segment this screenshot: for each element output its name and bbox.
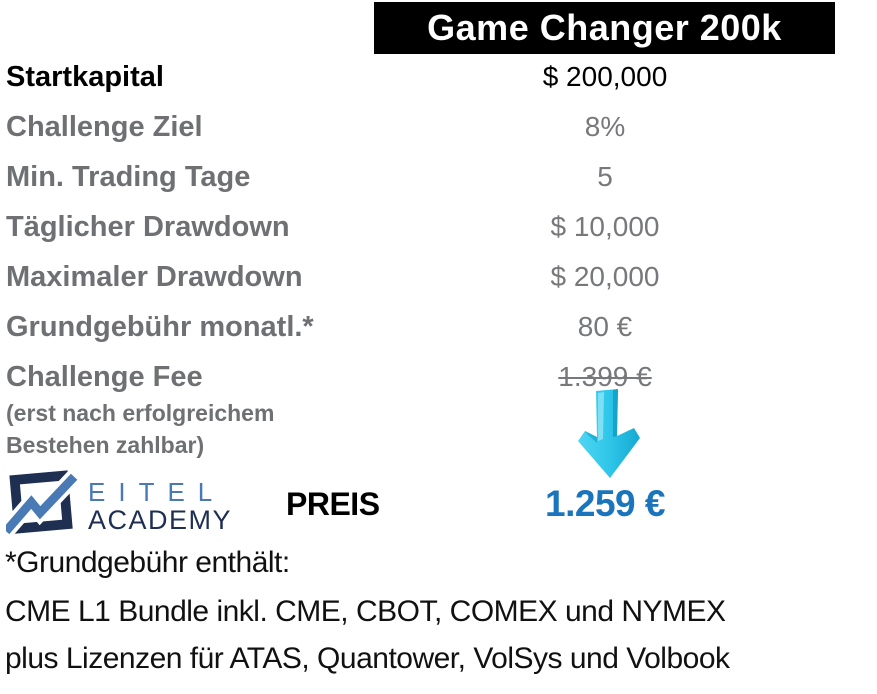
row-value-taeglicher-drawdown: $ 10,000 (550, 211, 660, 242)
logo-line-eitel: EITEL (88, 477, 226, 507)
eitel-academy-logo: EITEL ACADEMY (0, 468, 233, 545)
row-label-challenge-ziel: Challenge Ziel (6, 111, 203, 143)
row-label-maximaler-drawdown: Maximaler Drawdown (6, 261, 303, 293)
chart-line-square-icon (0, 468, 81, 545)
row-label-challenge-fee: Challenge Fee (6, 361, 203, 393)
price-drop-arrow-icon (572, 388, 644, 480)
row-label-startkapital: Startkapital (6, 61, 164, 93)
challenge-fee-note-line2: Bestehen zahlbar) (6, 432, 205, 458)
plan-title: Game Changer 200k (374, 2, 835, 54)
discounted-price: 1.259 € (545, 483, 665, 524)
footnote-licenses: plus Lizenzen für ATAS, Quantower, VolSy… (5, 642, 730, 675)
row-value-grundgebuehr: 80 € (577, 311, 633, 342)
footnote-bundle: CME L1 Bundle inkl. CME, CBOT, COMEX und… (5, 595, 726, 628)
row-value-maximaler-drawdown: $ 20,000 (550, 261, 660, 292)
row-label-min-trading-tage: Min. Trading Tage (6, 161, 251, 193)
old-price-strikethrough: 1.399 € (558, 361, 652, 392)
row-value-challenge-ziel: 8% (584, 111, 626, 142)
logo-line-academy: ACADEMY (88, 505, 233, 535)
footnote-title: *Grundgebühr enthält: (5, 546, 290, 579)
row-value-min-trading-tage: 5 (597, 161, 613, 192)
row-value-startkapital: $ 200,000 (542, 61, 668, 92)
logo-wordmark: EITEL ACADEMY (88, 477, 233, 535)
row-label-grundgebuehr: Grundgebühr monatl.* (6, 311, 314, 343)
challenge-fee-note-line1: (erst nach erfolgreichem (6, 400, 275, 426)
row-label-taeglicher-drawdown: Täglicher Drawdown (6, 211, 290, 243)
preis-label: PREIS (286, 486, 380, 522)
